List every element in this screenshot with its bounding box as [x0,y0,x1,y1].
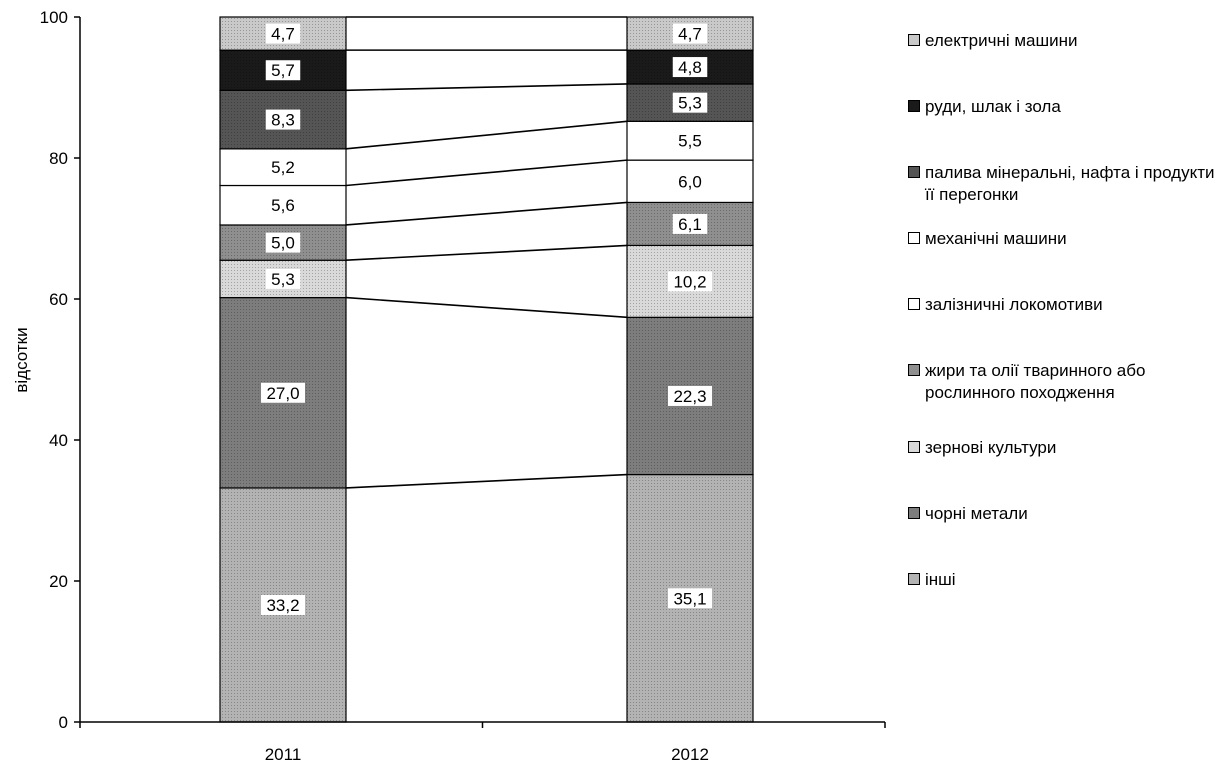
axes-layer: 0 20 40 60 80 100 2011 2012 [40,8,886,764]
legend-label: жири та олії тваринного або рослинного п… [925,361,1146,402]
connector-line-5 [345,120,628,150]
y-tick-label-60: 60 [49,290,68,309]
data-label-bg [265,60,301,81]
data-label-2011-0: 33,2 [266,596,299,615]
data-label-bg [265,23,301,44]
x-tick-label-2011: 2011 [265,745,302,764]
y-tick-label-20: 20 [49,572,68,591]
data-label-2011-2: 5,3 [271,270,295,289]
legend-swatch [908,364,920,376]
legend-swatch [908,507,920,519]
data-label-bg [261,594,305,615]
bars-layer [219,16,754,723]
data-label-2012-5: 5,5 [678,132,702,151]
data-label-2012-2: 10,2 [673,272,706,291]
connector-line-0 [345,473,628,489]
legend-label: зернові культури [925,438,1057,457]
data-label-bg [668,588,712,609]
y-tick-label-80: 80 [49,149,68,168]
data-label-2011-3: 5,0 [271,234,295,253]
connector-line-3 [345,201,628,226]
legend-label: руди, шлак і зола [925,97,1061,116]
legend-swatch [908,232,920,244]
legend-swatch [908,441,920,453]
data-label-bg [672,171,708,192]
legend-item-2: зернові культури [908,437,1056,459]
legend-item-1: чорні метали [908,503,1028,525]
y-tick-label-100: 100 [40,8,68,27]
data-label-bg [672,92,708,113]
legend-item-5: механічні машини [908,228,1067,250]
legend-swatch [908,298,920,310]
data-label-bg [261,382,305,403]
y-tick-label-40: 40 [49,431,68,450]
x-tick-label-2012: 2012 [671,745,709,764]
data-label-2012-7: 4,8 [678,58,702,77]
legend-swatch [908,573,920,585]
legend-swatch [908,166,920,178]
connector-line-2 [345,244,628,262]
data-label-bg [265,268,301,289]
legend-label: чорні метали [925,504,1028,523]
data-label-2011-1: 27,0 [266,384,299,403]
data-label-bg [672,130,708,151]
legend-label: залізничні локомотиви [925,295,1103,314]
data-label-bg [265,109,301,130]
data-label-2012-0: 35,1 [673,589,706,608]
legend-label: електричні машини [925,31,1078,50]
data-label-2011-7: 5,7 [271,61,295,80]
data-label-2011-4: 5,6 [271,196,295,215]
data-label-bg [265,232,301,253]
data-label-2011-8: 4,7 [271,25,295,44]
legend-item-3: жири та олії тваринного або рослинного п… [908,360,1226,404]
data-label-2012-1: 22,3 [673,387,706,406]
connector-line-6 [345,83,628,92]
legend-item-7: руди, шлак і зола [908,96,1061,118]
data-label-2011-6: 8,3 [271,111,295,130]
legend-item-0: інші [908,569,956,591]
legend-swatch [908,34,920,46]
data-label-2012-6: 5,3 [678,94,702,113]
data-label-2012-8: 4,7 [678,25,702,44]
data-label-bg [668,271,712,292]
legend-label: механічні машини [925,229,1067,248]
data-label-bg [265,195,301,216]
data-label-bg [672,23,708,44]
legend-item-4: залізничні локомотиви [908,294,1103,316]
legend-swatch [908,100,920,112]
data-label-bg [672,57,708,78]
legend-item-8: електричні машини [908,30,1078,52]
y-axis-title: відсотки [12,327,31,392]
data-label-2012-3: 6,1 [678,215,702,234]
data-label-2011-5: 5,2 [271,158,295,177]
connectors-layer [345,16,628,489]
connector-line-1 [345,296,628,319]
legend-label: палива мінеральні, нафта і продукти її п… [925,163,1215,204]
legend-label: інші [925,570,956,589]
legend-item-6: палива мінеральні, нафта і продукти її п… [908,162,1226,206]
data-labels-layer: 33,2 35,1 27,0 22,3 5,3 10,2 5,0 6,1 5,6 6,0 5,2 5,… [261,23,712,615]
data-label-bg [265,157,301,178]
data-label-2012-4: 6,0 [678,172,702,191]
y-tick-label-0: 0 [59,713,68,732]
data-label-bg [668,385,712,406]
data-label-bg [672,213,708,234]
connector-line-4 [345,159,628,187]
